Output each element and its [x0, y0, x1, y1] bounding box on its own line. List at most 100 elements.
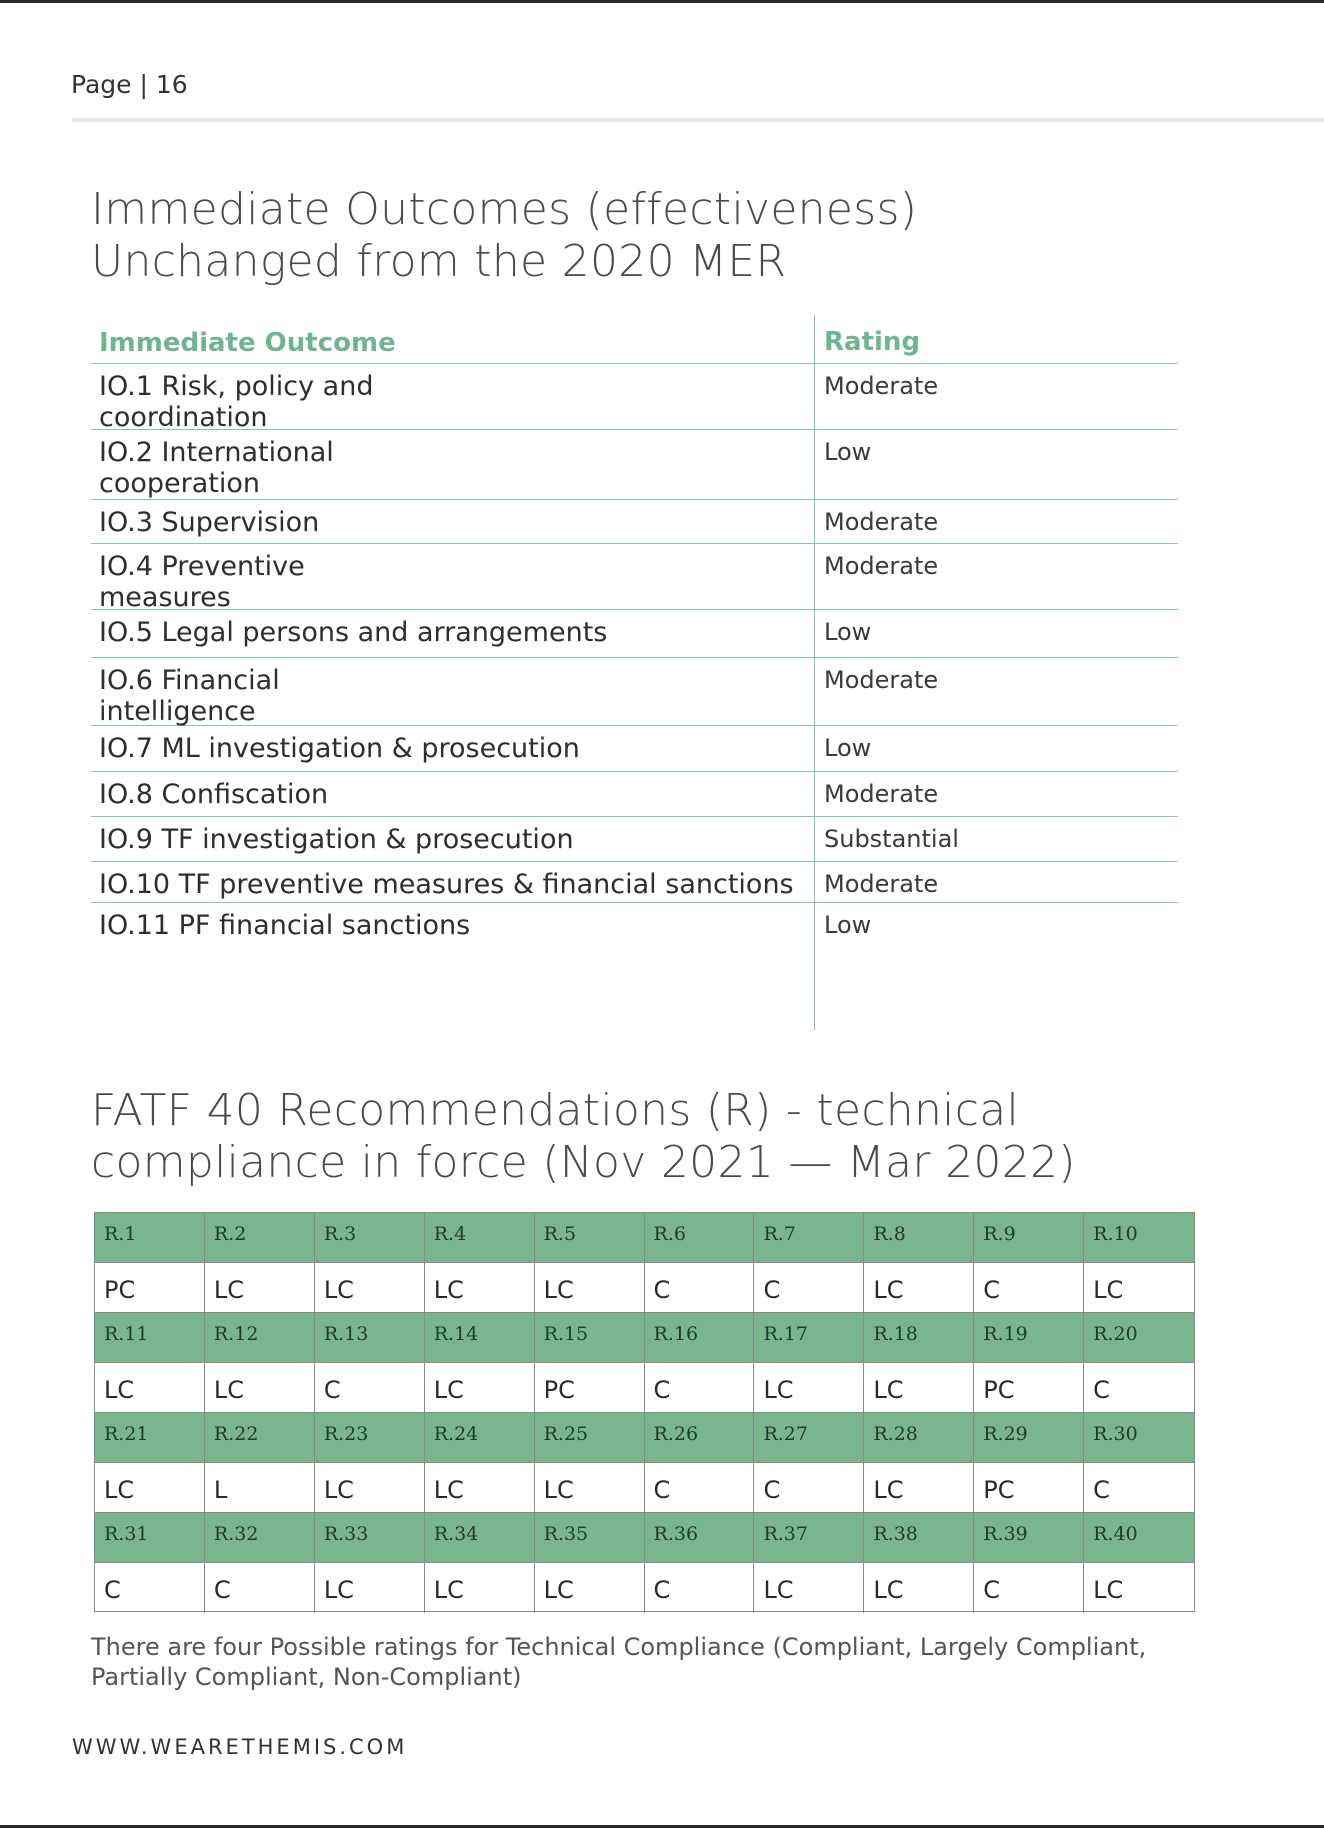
compliance-rating-row: LC L LC LC LC C C LC PC C [95, 1463, 1195, 1513]
recommendation-label: R.6 [644, 1213, 755, 1263]
heading-line: compliance in force (Nov 2021 — Mar 2022… [91, 1137, 1076, 1188]
outcome-rating: Moderate [824, 552, 939, 580]
outcome-name-line: IO.11 PF financial sanctions [99, 910, 471, 941]
outcome-rating: Low [824, 734, 872, 762]
compliance-rating: LC [535, 1563, 645, 1613]
recommendation-label: R.40 [1084, 1513, 1195, 1563]
recommendations-grid: R.1 R.2 R.3 R.4 R.5 R.6 R.7 R.8 R.9 R.10 PC LC LC LC L… [94, 1212, 1195, 1613]
outcome-name-line: IO.8 Confiscation [99, 779, 329, 810]
outcome-name: IO.5 Legal persons and arrangements [99, 617, 607, 648]
header-immediate-outcome: Immediate Outcome [99, 328, 396, 358]
section-heading-fatf-recommendations: FATF 40 Recommendations (R) - technical … [91, 1085, 1076, 1189]
outcome-rating: Moderate [824, 780, 939, 808]
compliance-rating: LC [204, 1363, 315, 1413]
compliance-rating: L [204, 1463, 315, 1513]
bottom-border [0, 1825, 1324, 1828]
outcome-rating: Low [824, 618, 872, 646]
outcome-rating: Substantial [824, 825, 959, 853]
outcome-name-line: coordination [99, 402, 268, 433]
table-row: IO.3 Supervision Moderate [91, 500, 1178, 544]
ratings-footnote: There are four Possible ratings for Tech… [91, 1633, 1147, 1691]
compliance-rating: C [1084, 1363, 1195, 1413]
recommendation-label: R.34 [424, 1513, 535, 1563]
top-border [0, 0, 1324, 3]
outcome-name: IO.3 Supervision [99, 507, 319, 538]
outcome-rating: Moderate [824, 870, 939, 898]
outcome-name-line: intelligence [99, 696, 256, 727]
compliance-rating: C [314, 1363, 425, 1413]
table-row: IO.10 TF preventive measures & financial… [91, 862, 1178, 903]
recommendation-label: R.11 [95, 1313, 205, 1363]
compliance-rating: LC [314, 1263, 425, 1313]
outcome-name: IO.7 ML investigation & prosecution [99, 733, 580, 764]
compliance-rating: PC [974, 1363, 1085, 1413]
compliance-rating: LC [534, 1263, 645, 1313]
recommendation-label: R.33 [314, 1513, 425, 1563]
compliance-rating: PC [534, 1363, 645, 1413]
outcome-rating: Moderate [824, 666, 939, 694]
recommendation-label: R.9 [974, 1213, 1085, 1263]
recommendation-label: R.16 [644, 1313, 755, 1363]
recommendation-label: R.24 [424, 1413, 535, 1463]
recommendation-label: R.38 [864, 1513, 975, 1563]
recommendation-label: R.14 [424, 1313, 535, 1363]
recommendation-label: R.21 [95, 1413, 205, 1463]
compliance-rating-row: LC LC C LC PC C LC LC PC C [95, 1363, 1195, 1413]
recommendation-label: R.35 [534, 1513, 645, 1563]
outcome-name-line: measures [99, 582, 231, 613]
compliance-rating: LC [424, 1463, 535, 1513]
recommendation-label: R.39 [974, 1513, 1085, 1563]
compliance-rating: LC [424, 1363, 535, 1413]
outcome-rating: Low [824, 911, 872, 939]
recommendation-label-row: R.11 R.12 R.13 R.14 R.15 R.16 R.17 R.18 R.19 R.20 [95, 1313, 1195, 1363]
compliance-rating: C [95, 1563, 205, 1613]
compliance-rating: LC [314, 1463, 425, 1513]
compliance-rating: LC [864, 1563, 975, 1613]
compliance-rating: LC [424, 1263, 535, 1313]
compliance-rating: LC [95, 1463, 205, 1513]
outcome-name: IO.2 International cooperation [99, 437, 334, 499]
recommendation-label-row: R.21 R.22 R.23 R.24 R.25 R.26 R.27 R.28 R.29 R.30 [95, 1413, 1195, 1463]
outcome-rating: Moderate [824, 372, 939, 400]
recommendation-label: R.28 [864, 1413, 975, 1463]
website-url: WWW.WEARETHEMIS.COM [72, 1735, 408, 1759]
recommendation-label: R.5 [534, 1213, 645, 1263]
compliance-rating: LC [1093, 1576, 1124, 1604]
recommendation-label: R.25 [534, 1413, 645, 1463]
immediate-outcomes-table: Immediate Outcome Rating IO.1 Risk, poli… [91, 315, 1178, 945]
outcome-rating: Moderate [824, 508, 939, 536]
recommendation-label: R.32 [204, 1513, 315, 1563]
compliance-rating: C [754, 1463, 865, 1513]
outcome-name: IO.4 Preventive measures [99, 551, 305, 613]
compliance-rating: LC [754, 1563, 865, 1613]
outcome-name-line: IO.6 Financial [99, 665, 280, 696]
recommendation-label: R.2 [204, 1213, 315, 1263]
outcome-name-line: IO.5 Legal persons and arrangements [99, 617, 608, 648]
recommendation-label-row: R.1 R.2 R.3 R.4 R.5 R.6 R.7 R.8 R.9 R.10 [95, 1213, 1195, 1263]
recommendation-label: R.1 [95, 1213, 205, 1263]
recommendation-label: R.23 [314, 1413, 425, 1463]
compliance-rating: C [974, 1263, 1085, 1313]
heading-line: FATF 40 Recommendations (R) - technical [91, 1085, 1019, 1136]
compliance-rating: C [644, 1463, 755, 1513]
recommendation-label: R.30 [1084, 1413, 1195, 1463]
outcome-name: IO.10 TF preventive measures & financial… [99, 869, 794, 900]
recommendation-label: R.12 [204, 1313, 315, 1363]
table-row: IO.5 Legal persons and arrangements Low [91, 610, 1178, 658]
compliance-rating: C [974, 1563, 1085, 1613]
header-rating: Rating [824, 327, 921, 357]
outcome-name-line: IO.3 Supervision [99, 507, 320, 538]
outcome-name-line: IO.9 TF investigation & prosecution [99, 824, 574, 855]
recommendation-label: R.3 [314, 1213, 425, 1263]
page-number: Page | 16 [71, 70, 188, 99]
recommendation-label: R.36 [644, 1513, 755, 1563]
recommendation-label: R.13 [314, 1313, 425, 1363]
table-header-row: Immediate Outcome Rating [91, 315, 1178, 364]
compliance-rating: C [754, 1263, 865, 1313]
outcome-name: IO.11 PF financial sanctions [99, 910, 470, 941]
recommendation-label: R.20 [1084, 1313, 1195, 1363]
compliance-rating: LC [754, 1363, 865, 1413]
compliance-rating: LC [95, 1363, 205, 1413]
compliance-rating: LC [1084, 1263, 1195, 1313]
recommendation-label: R.26 [644, 1413, 755, 1463]
